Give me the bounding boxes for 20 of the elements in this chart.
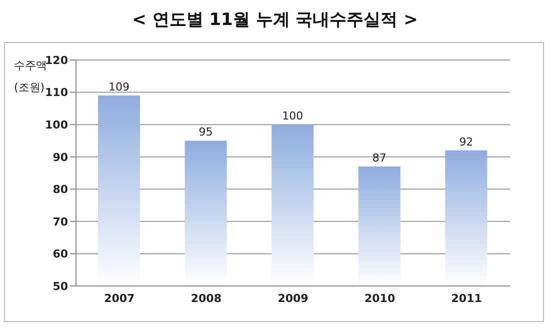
y-tick-label: 60 xyxy=(52,248,68,261)
y-axis-title: 수주액 (조원) xyxy=(14,59,47,94)
x-tick-label: 2010 xyxy=(364,292,396,305)
y-tick-label: 120 xyxy=(45,54,68,67)
data-label: 92 xyxy=(459,135,474,148)
y-tick-label: 110 xyxy=(45,86,68,100)
y-tick-label: 80 xyxy=(52,183,68,196)
y-tick-label: 100 xyxy=(45,118,68,132)
x-tick-label: 2007 xyxy=(104,292,135,305)
x-tick-label: 2011 xyxy=(451,292,482,305)
data-label: 100 xyxy=(282,110,304,123)
x-tick-label: 2008 xyxy=(190,292,222,305)
data-label: 109 xyxy=(108,80,130,94)
y-tick-label: 90 xyxy=(52,150,68,164)
y-tick-label: 70 xyxy=(52,215,68,228)
x-tick-label: 2009 xyxy=(278,292,308,305)
chart-title: < 연도별 11월 누계 국내수주실적 > xyxy=(131,9,419,31)
y-tick-label: 50 xyxy=(52,280,68,293)
data-label: 95 xyxy=(198,126,213,139)
data-label: 87 xyxy=(372,152,386,165)
